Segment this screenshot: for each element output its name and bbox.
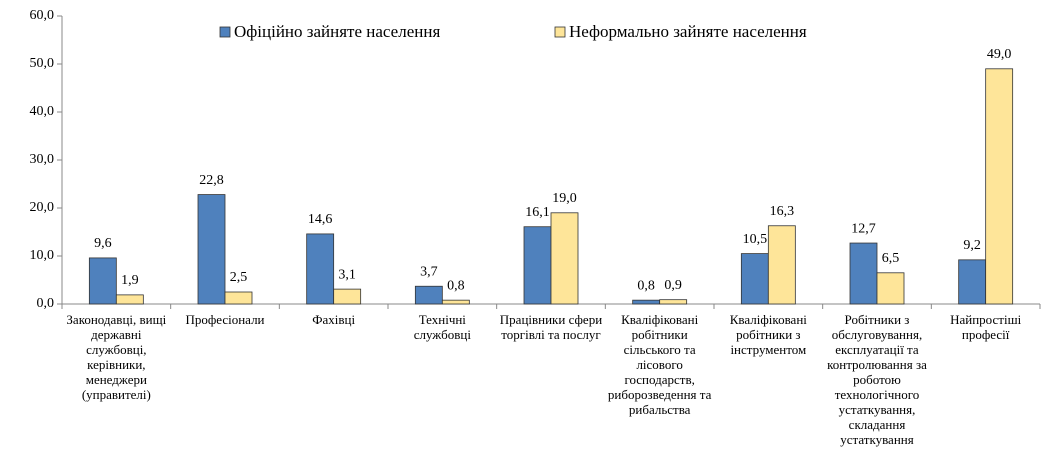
bar — [985, 68, 1014, 305]
value-label: 49,0 — [987, 47, 1012, 62]
y-tick-label: 0,0 — [37, 296, 55, 311]
value-label: 9,6 — [94, 236, 112, 251]
x-tick-label: Робітники з обслуговування, експлуатації… — [827, 312, 927, 447]
x-tick-label: Найпростіші професії — [950, 312, 1022, 342]
legend-swatch — [219, 26, 231, 38]
value-label: 22,8 — [199, 173, 224, 188]
bar — [659, 299, 688, 305]
value-label: 19,0 — [552, 191, 577, 206]
x-tick-label: Кваліфіковані робітники сільського та лі… — [607, 312, 712, 417]
legend-label: Неформально зайняте населення — [569, 22, 807, 41]
bar — [740, 253, 769, 305]
y-tick-label: 20,0 — [30, 200, 55, 215]
x-tick-label: Працівники сфери торгівлі та послуг — [499, 312, 603, 342]
bar — [876, 272, 905, 305]
value-label: 9,2 — [963, 238, 981, 253]
bar — [88, 257, 117, 305]
value-label: 6,5 — [882, 251, 900, 266]
bar — [197, 194, 226, 305]
bar — [115, 294, 144, 305]
x-tick-label: Технічні службовці — [413, 312, 471, 342]
bar — [306, 233, 335, 305]
y-tick-label: 60,0 — [30, 8, 55, 23]
bar — [849, 242, 878, 305]
bar — [767, 225, 796, 305]
y-tick-label: 10,0 — [30, 248, 55, 263]
bar — [632, 299, 661, 305]
bar — [958, 259, 987, 305]
value-label: 16,1 — [525, 205, 550, 220]
bar — [333, 288, 362, 305]
value-label: 0,8 — [637, 278, 655, 293]
value-label: 10,5 — [743, 232, 768, 247]
value-label: 3,1 — [338, 267, 356, 282]
y-tick-label: 50,0 — [30, 56, 55, 71]
y-tick-label: 30,0 — [30, 152, 55, 167]
x-tick-label: Законодавці, вищі державні службовці, ке… — [66, 312, 167, 402]
value-label: 1,9 — [121, 273, 139, 288]
value-label: 0,8 — [447, 278, 465, 293]
y-tick-label: 40,0 — [30, 104, 55, 119]
x-tick-label: Кваліфіковані робітники з інструментом — [729, 312, 807, 357]
legend-swatch — [554, 26, 566, 38]
value-label: 0,9 — [664, 278, 682, 293]
value-label: 12,7 — [851, 221, 876, 236]
value-label: 14,6 — [308, 212, 333, 227]
value-label: 3,7 — [420, 264, 438, 279]
value-label: 16,3 — [770, 204, 795, 219]
x-tick-label: Професіонали — [185, 312, 265, 327]
bar — [523, 226, 552, 305]
value-label: 2,5 — [230, 270, 248, 285]
legend-label: Офіційно зайняте населення — [234, 22, 440, 41]
x-tick-label: Фахівці — [312, 312, 356, 327]
bar — [550, 212, 579, 305]
bar — [414, 285, 443, 305]
bar — [224, 291, 253, 305]
bar — [441, 299, 470, 305]
